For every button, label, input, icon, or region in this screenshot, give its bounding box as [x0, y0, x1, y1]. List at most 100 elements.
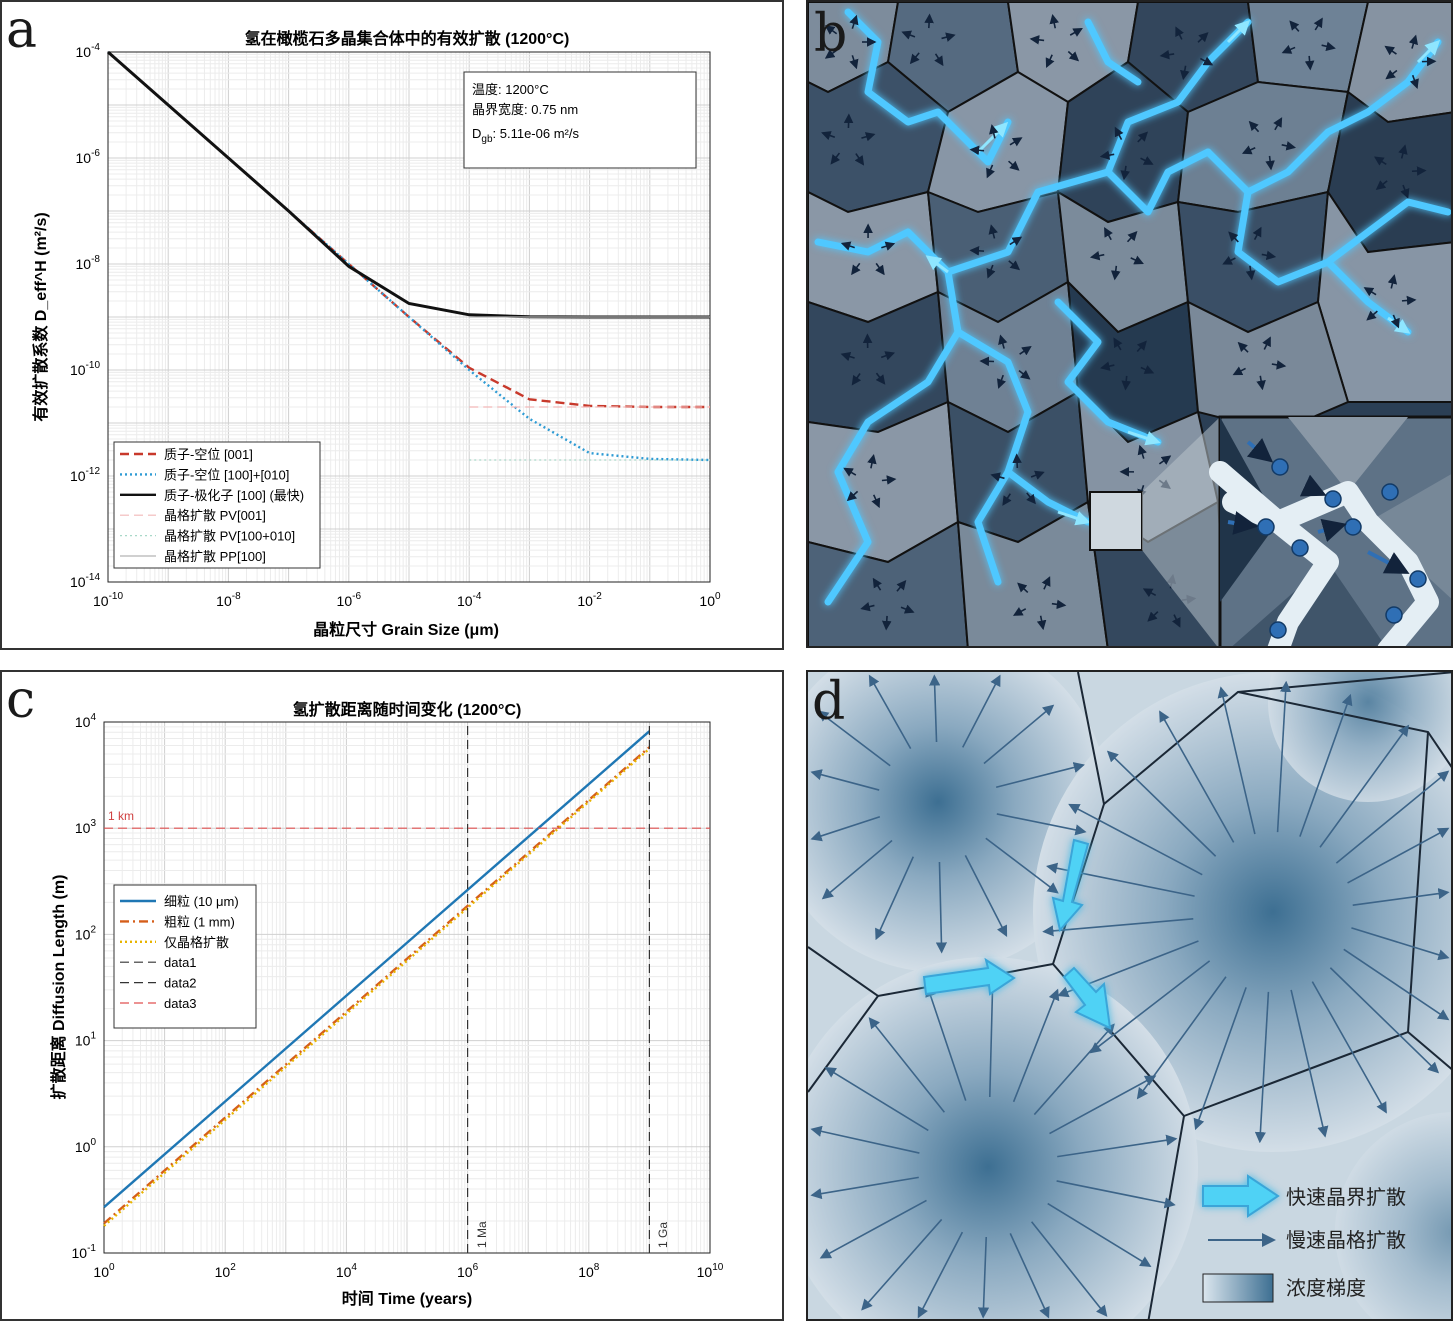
radial-arrow: [868, 674, 912, 749]
legend-label-3: 仅晶格扩散: [164, 935, 229, 950]
radial-arrow: [824, 1067, 929, 1132]
zoom-inset: [1089, 415, 1451, 646]
radial-arrow: [1056, 1180, 1176, 1209]
lattice-arrow: [867, 454, 877, 469]
radial-arrow: [996, 813, 1087, 836]
lattice-arrow: [1140, 365, 1155, 374]
lattice-arrow: [909, 52, 920, 65]
lattice-arrow: [1069, 27, 1083, 37]
lattice-arrow: [1100, 361, 1115, 371]
annotation-1ga: 1 Ga: [656, 1222, 670, 1248]
radial-arrow: [1089, 960, 1211, 1054]
lattice-arrow: [901, 30, 916, 40]
chart-c-title: 氢扩散距离随时间变化 (1200°C): [293, 700, 522, 719]
lattice-arrow: [1175, 26, 1184, 40]
lattice-arrow: [1375, 180, 1388, 191]
radial-arrow: [1009, 1233, 1050, 1319]
radial-arrow: [1352, 888, 1450, 906]
lattice-arrow: [1089, 250, 1105, 261]
channel-arrowheads: [925, 19, 1441, 526]
lattice-arrow: [1385, 69, 1398, 80]
radial-arrow: [1030, 1221, 1108, 1317]
lattice-arrow: [998, 334, 1008, 349]
legend-label-6: 晶格扩散 PP[100]: [164, 549, 266, 564]
lattice-arrow: [1159, 49, 1175, 60]
radial-arrow: [917, 1231, 964, 1319]
lattice-arrow: [1121, 375, 1132, 391]
lattice-arrow: [1009, 137, 1023, 147]
concentration-gradient-illustration: 快速晶界扩散 慢速晶格扩散 浓度梯度: [808, 672, 1451, 1319]
y-tick-label: 10-10: [70, 360, 100, 378]
panel-label-a: a: [6, 0, 38, 60]
lattice-arrow: [986, 164, 995, 179]
panel-c: c 氢扩散距离随时间变化 (1200°C) 100 102 104 106 108 101…: [0, 670, 784, 1321]
lattice-diffusion-arrows: [821, 13, 1437, 631]
radial-arrow: [1351, 927, 1450, 961]
y-tick-label: 10-14: [70, 572, 100, 590]
radial-arrow: [995, 762, 1085, 789]
chart-a-ylabel: 有效扩散系数 D_eff^H (m²/s): [31, 212, 50, 421]
legend-d: 快速晶界扩散 慢速晶格扩散 浓度梯度: [1202, 1174, 1406, 1303]
lattice-arrow: [1030, 470, 1045, 480]
panel-label-b: b: [814, 4, 848, 64]
radial-arrow: [1049, 1075, 1157, 1135]
info-temp: 温度: 1200°C: [472, 82, 549, 97]
x-tick-label: 10-8: [216, 591, 241, 609]
panel-label-d: d: [812, 672, 846, 732]
chart-c-series: [103, 722, 710, 1253]
radial-arrow: [810, 1125, 920, 1154]
chart-a-legend: 质子-空位 [001] 质子-空位 [100]+[010] 质子-极化子 [100]…: [113, 441, 321, 569]
lattice-arrow: [896, 580, 907, 592]
lattice-arrow: [1390, 314, 1400, 329]
lattice-arrow: [1171, 614, 1181, 628]
radial-arrow: [1012, 988, 1060, 1103]
y-tick-label: 10-6: [76, 148, 101, 166]
lattice-arrow: [1398, 144, 1408, 159]
x-tick-label: 10-2: [577, 591, 602, 609]
lattice-arrow: [1245, 265, 1256, 281]
legend-label-3: 质子-极化子 [100] (最快): [164, 488, 304, 503]
lattice-arrow: [989, 124, 999, 139]
chart-a-svg: 氢在橄榄石多晶集合体中的有效扩散 (1200°C) 10-10 10-8 10-6 1…: [31, 29, 721, 639]
y-tick-label: 100: [75, 1137, 97, 1155]
lattice-arrow: [1067, 50, 1080, 62]
lattice-arrow: [846, 490, 859, 502]
y-tick-label: 10-4: [76, 42, 101, 60]
x-tick-label: 1010: [697, 1262, 724, 1280]
lattice-arrow: [969, 246, 985, 256]
radial-arrow: [1217, 686, 1256, 835]
lattice-arrow: [1113, 337, 1123, 351]
x-tick-label: 100: [699, 591, 721, 609]
lattice-arrow: [1008, 260, 1021, 271]
lattice-arrow: [996, 374, 1007, 389]
radial-arrow: [810, 769, 880, 791]
series-line-1: [103, 730, 651, 1209]
lattice-arrow: [1180, 65, 1190, 81]
lattice-arrow: [1199, 56, 1214, 66]
y-tick-label: 10-1: [72, 1243, 97, 1261]
lattice-arrow: [1289, 20, 1300, 32]
y-tick-label: 102: [75, 924, 97, 942]
lattice-arrow: [1012, 453, 1022, 469]
radial-arrow: [1254, 991, 1270, 1144]
radial-arrow: [964, 855, 1008, 937]
lattice-arrow: [1018, 369, 1031, 380]
radial-arrow: [819, 1199, 927, 1259]
lattice-arrow: [1400, 184, 1410, 199]
lattice-arrow: [1008, 160, 1020, 171]
lattice-arrow: [1026, 492, 1036, 505]
series-line-2: [107, 51, 711, 462]
fast-gb-arrows: [922, 838, 1112, 1030]
lattice-arrow: [1384, 45, 1397, 56]
legend-label-4: data1: [164, 955, 197, 970]
lattice-arrow: [860, 602, 875, 612]
lattice-arrow: [1387, 274, 1398, 289]
lattice-arrow: [1019, 346, 1032, 356]
lattice-arrow: [1313, 17, 1323, 31]
lattice-arrow: [924, 13, 934, 29]
radial-arrow: [861, 1218, 943, 1311]
lattice-arrow: [1158, 455, 1172, 465]
panel-a: a 氢在橄榄石多晶集合体中的有效扩散 (1200°C) 10-10 10-8 10-…: [0, 0, 784, 650]
radial-arrow: [1299, 693, 1353, 837]
